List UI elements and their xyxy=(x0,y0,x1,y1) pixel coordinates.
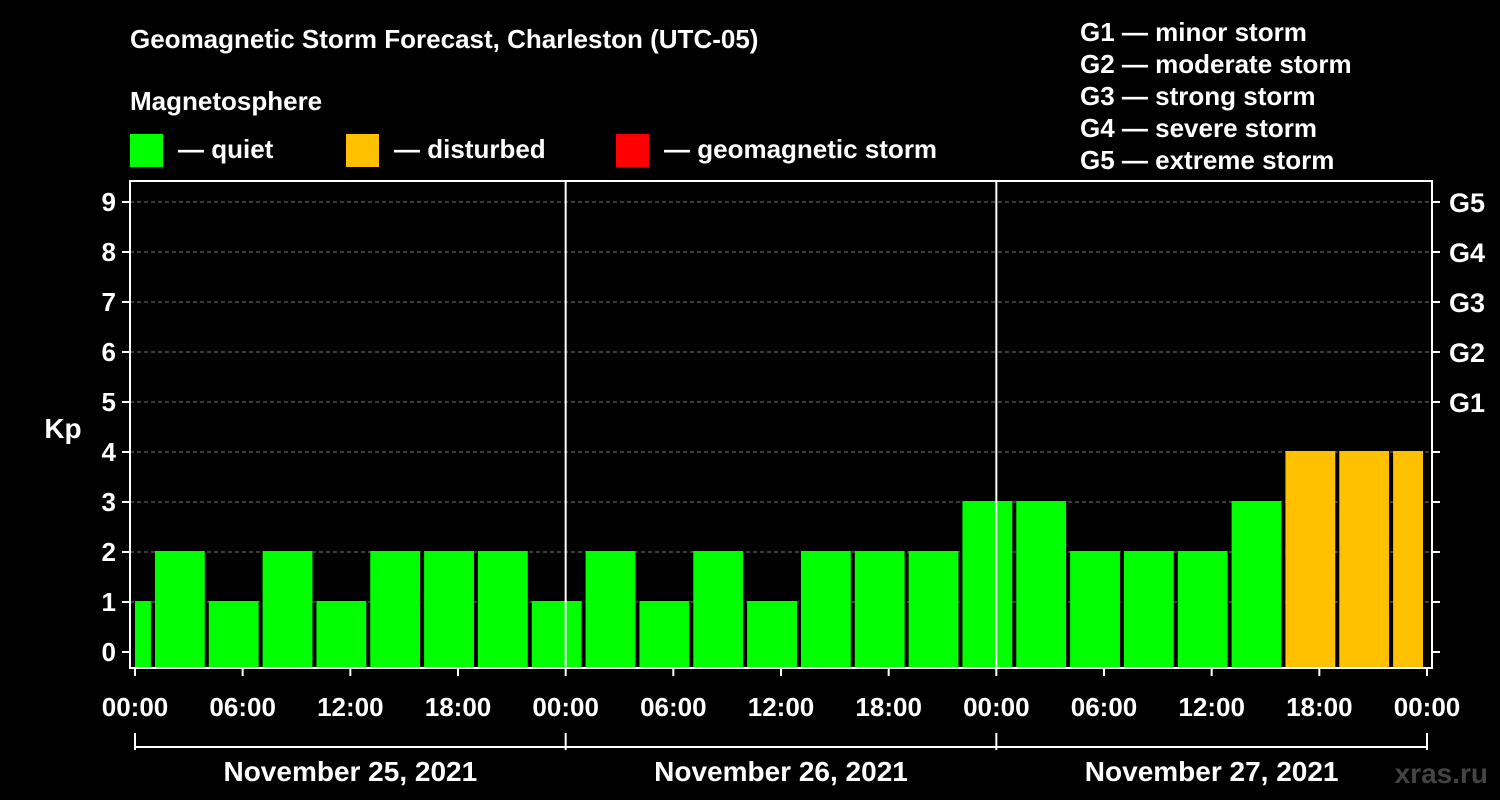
kp-bar-1 xyxy=(154,551,205,668)
y-tick-label: 6 xyxy=(102,337,116,367)
x-tick-label: 00:00 xyxy=(1394,692,1461,722)
y-tick-label: 9 xyxy=(102,187,116,217)
storm-level-g1: G1 — minor storm xyxy=(1080,17,1307,47)
storm-level-g4: G4 — severe storm xyxy=(1080,113,1318,143)
x-tick-label: 18:00 xyxy=(1286,692,1353,722)
day-label: November 27, 2021 xyxy=(1085,756,1339,787)
x-tick-label: 12:00 xyxy=(748,692,815,722)
y-tick-label: 1 xyxy=(102,587,116,617)
x-tick-label: 18:00 xyxy=(425,692,492,722)
kp-bar-5 xyxy=(370,551,421,668)
y-tick-label: 8 xyxy=(102,237,116,267)
storm-level-g3: G3 — strong storm xyxy=(1080,81,1316,111)
kp-bar-19 xyxy=(1123,551,1174,668)
storm-scale-label: G2 xyxy=(1449,338,1485,368)
kp-bar-6 xyxy=(424,551,474,668)
x-tick-label: 12:00 xyxy=(1178,692,1245,722)
storm-level-g5: G5 — extreme storm xyxy=(1080,145,1335,175)
kp-bar-12 xyxy=(747,601,797,668)
y-tick-label: 4 xyxy=(102,437,117,467)
storm-level-g2: G2 — moderate storm xyxy=(1080,49,1352,79)
legend-swatch-storm xyxy=(616,134,649,167)
legend-swatch-quiet xyxy=(130,134,163,167)
kp-bar-23 xyxy=(1339,451,1390,668)
y-tick-label: 5 xyxy=(102,387,116,417)
kp-bar-18 xyxy=(1070,551,1120,668)
kp-bar-3 xyxy=(262,551,313,668)
x-tick-label: 00:00 xyxy=(102,692,169,722)
legend-label-storm: — geomagnetic storm xyxy=(664,134,938,164)
x-tick-label: 12:00 xyxy=(317,692,384,722)
kp-bar-22 xyxy=(1285,451,1336,668)
storm-scale-label: G1 xyxy=(1449,388,1485,418)
y-tick-label: 0 xyxy=(102,637,116,667)
kp-bar-24 xyxy=(1393,451,1423,668)
day-label: November 26, 2021 xyxy=(654,756,908,787)
watermark: xras.ru xyxy=(1394,758,1488,789)
kp-bar-2 xyxy=(208,601,259,668)
x-tick-label: 06:00 xyxy=(640,692,707,722)
x-tick-label: 18:00 xyxy=(855,692,922,722)
kp-bar-7 xyxy=(477,551,528,668)
legend-label-disturbed: — disturbed xyxy=(394,134,546,164)
kp-bar-17 xyxy=(1016,501,1067,668)
x-tick-label: 00:00 xyxy=(532,692,599,722)
y-tick-label: 7 xyxy=(102,287,116,317)
x-tick-label: 06:00 xyxy=(1071,692,1138,722)
storm-scale-label: G4 xyxy=(1449,238,1485,268)
x-tick-label: 00:00 xyxy=(963,692,1030,722)
y-tick-label: 3 xyxy=(102,487,116,517)
kp-bar-16 xyxy=(962,501,1013,668)
y-axis-label: Kp xyxy=(44,413,81,444)
kp-bar-11 xyxy=(693,551,744,668)
storm-scale-label: G5 xyxy=(1449,188,1485,218)
chart-title: Geomagnetic Storm Forecast, Charleston (… xyxy=(130,24,759,54)
kp-bar-21 xyxy=(1231,501,1282,668)
kp-bar-13 xyxy=(800,551,851,668)
kp-bar-8 xyxy=(531,601,582,668)
kp-bar-4 xyxy=(316,601,367,668)
kp-bar-15 xyxy=(908,551,959,668)
kp-bar-20 xyxy=(1177,551,1228,668)
legend-swatch-disturbed xyxy=(346,134,379,167)
day-label: November 25, 2021 xyxy=(223,756,477,787)
kp-bar-9 xyxy=(585,551,636,668)
x-tick-label: 06:00 xyxy=(209,692,276,722)
kp-bar-0 xyxy=(135,601,151,668)
storm-level-list: G1 — minor storm G2 — moderate storm G3 … xyxy=(1080,16,1352,176)
chart-subtitle: Magnetosphere xyxy=(130,86,323,116)
legend-label-quiet: — quiet xyxy=(178,134,274,164)
y-tick-label: 2 xyxy=(102,537,116,567)
storm-scale-label: G3 xyxy=(1449,288,1485,318)
kp-bar-14 xyxy=(854,551,905,668)
kp-bar-10 xyxy=(639,601,690,668)
